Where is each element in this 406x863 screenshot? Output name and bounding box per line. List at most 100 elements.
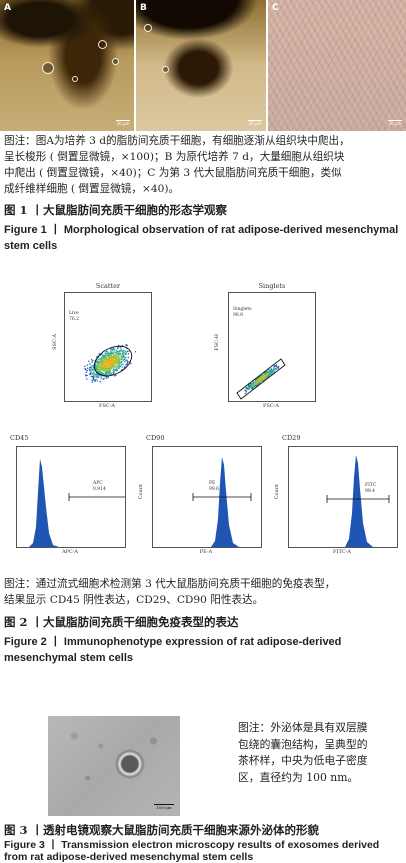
- event-dot: [107, 362, 109, 364]
- event-dot: [117, 367, 120, 369]
- event-dot: [104, 352, 107, 354]
- event-dot: [106, 352, 108, 355]
- event-dot: [272, 369, 275, 371]
- event-dot: [96, 365, 98, 367]
- event-dot: [101, 367, 103, 369]
- note-line: 成纤维样细胞 ( 倒置显微镜，×40)。: [4, 183, 180, 195]
- histogram-peak: [193, 457, 239, 547]
- histogram-svg: [192, 457, 252, 547]
- figure3-title-cn: 图 3 丨透射电镜观察大鼠脂肪间充质干细胞来源外泌体的形貌: [4, 823, 320, 837]
- histogram-plot: APC 0.914: [16, 446, 126, 548]
- event-dot: [272, 371, 274, 373]
- histogram-xlabel: FITC-A: [333, 549, 351, 555]
- event-dot: [103, 373, 105, 376]
- event-dot: [126, 344, 128, 347]
- event-dot: [105, 370, 107, 372]
- event-dot: [99, 364, 101, 367]
- event-dot: [114, 348, 116, 350]
- event-dot: [121, 354, 123, 356]
- event-dot: [122, 351, 124, 353]
- event-dot: [100, 372, 102, 374]
- event-dot: [108, 358, 111, 361]
- event-dot: [116, 369, 118, 371]
- event-dot: [101, 363, 103, 365]
- event-dot: [114, 368, 117, 371]
- singlets-plot: Singlets 98.8: [228, 292, 316, 402]
- event-dot: [108, 366, 110, 369]
- event-dot: [96, 373, 98, 376]
- figure3-note: 图注：外泌体是具有双层膜 包绕的囊泡结构，呈典型的 茶杯样，中央为低电子密度 区…: [238, 720, 406, 786]
- event-dot: [88, 360, 90, 362]
- event-dot: [125, 359, 127, 361]
- event-dot: [91, 373, 94, 375]
- histogram-xlabel: PE-A: [199, 549, 213, 555]
- event-dot: [125, 352, 127, 354]
- event-dot: [116, 366, 118, 369]
- event-dot: [91, 381, 94, 383]
- event-dot: [89, 366, 92, 369]
- gate-name: PE: [209, 481, 216, 486]
- event-dot: [93, 371, 95, 373]
- event-dot: [262, 376, 265, 378]
- micrograph-b: B 20 µm: [136, 0, 266, 131]
- event-dot: [106, 377, 108, 379]
- event-dot: [91, 361, 93, 363]
- event-dot: [99, 362, 102, 364]
- event-dot: [106, 364, 108, 366]
- event-dot: [115, 360, 117, 362]
- event-dot: [256, 384, 258, 386]
- event-dot: [109, 352, 112, 354]
- event-dot: [95, 376, 98, 378]
- event-dot: [116, 350, 119, 353]
- scatter-ylabel: SSC-A: [52, 334, 58, 350]
- event-dot: [277, 367, 279, 369]
- event-dot: [106, 368, 108, 370]
- event-dot: [85, 375, 87, 377]
- histogram-title: CD90: [146, 434, 165, 442]
- histogram-ylabel: Count: [274, 484, 280, 500]
- event-dot: [273, 365, 275, 367]
- histogram-cd90: CD90 PE 99.6 Count PE-A: [138, 434, 268, 560]
- event-dot: [126, 350, 128, 353]
- event-dot: [103, 369, 105, 371]
- histogram-ylabel: Count: [138, 484, 144, 500]
- event-dot: [110, 373, 112, 375]
- event-dot: [86, 367, 89, 369]
- event-dot: [107, 359, 109, 361]
- event-dot: [106, 373, 108, 375]
- gate-name: FITC: [365, 483, 377, 488]
- event-dot: [111, 352, 113, 354]
- event-dot: [256, 377, 258, 380]
- event-dot: [120, 358, 122, 361]
- event-dot: [115, 366, 117, 368]
- event-dot: [102, 370, 104, 372]
- event-dot: [101, 361, 103, 364]
- cell-bubble: [42, 62, 54, 74]
- event-dot: [104, 355, 106, 358]
- event-dot: [107, 358, 110, 360]
- event-dot: [119, 352, 122, 355]
- scale-bar-c: 20 µm: [388, 120, 402, 126]
- event-dot: [124, 353, 127, 355]
- event-dot: [122, 353, 125, 356]
- event-dot: [108, 362, 110, 365]
- event-dot: [106, 365, 108, 367]
- event-dot: [118, 366, 120, 368]
- event-dot: [111, 365, 114, 367]
- cell-bubble: [112, 58, 119, 65]
- gate-value: 76.2: [69, 317, 80, 322]
- event-dot: [255, 385, 257, 387]
- event-dot: [109, 366, 111, 368]
- event-dot: [273, 368, 276, 370]
- event-dot: [114, 352, 116, 354]
- event-dot: [107, 376, 110, 378]
- panel-label-c: C: [272, 3, 279, 13]
- figure2-note: 图注：通过流式细胞术检测第 3 代大鼠脂肪间充质干细胞的免疫表型， 结果显示 C…: [4, 576, 402, 608]
- event-dot: [123, 351, 125, 354]
- event-dot: [103, 377, 105, 380]
- event-dot: [121, 356, 123, 359]
- event-dot: [126, 363, 128, 366]
- event-dot: [95, 373, 97, 375]
- figure2-title-en: Figure 2 丨 Immunophenotype expression of…: [4, 636, 342, 664]
- event-dot: [115, 356, 117, 359]
